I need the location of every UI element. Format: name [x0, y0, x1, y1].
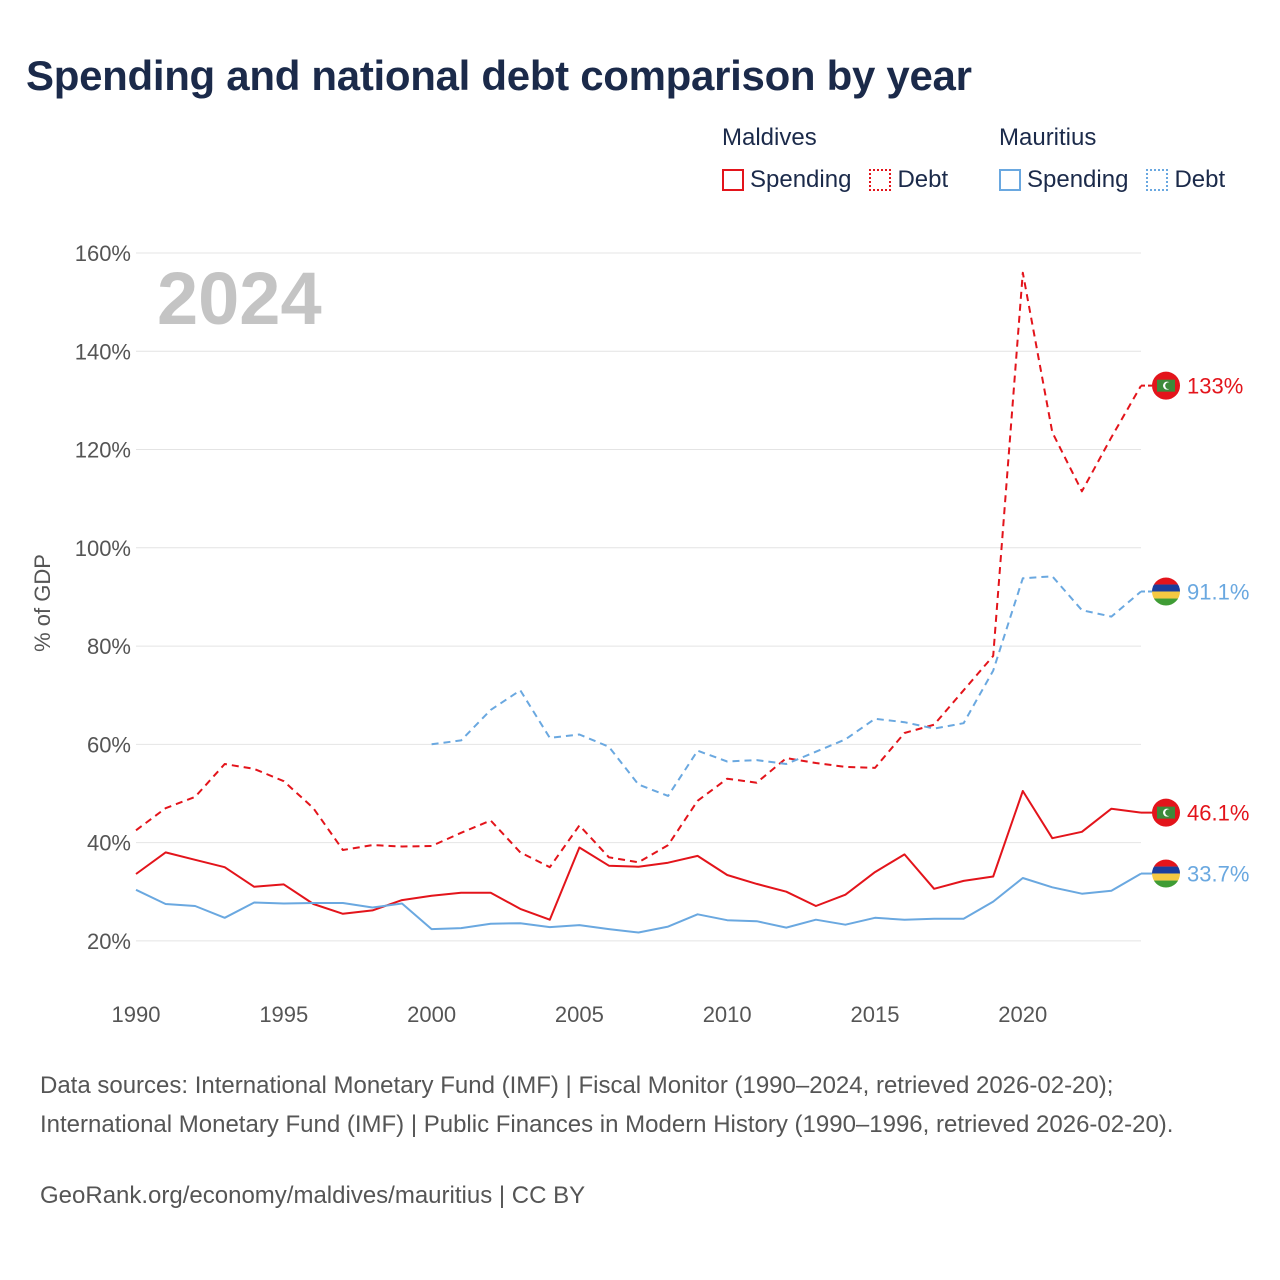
x-tick-label: 2015 [850, 1002, 899, 1027]
legend-swatch-dotted [1146, 169, 1169, 191]
flag-stripe [1152, 598, 1180, 606]
flag-stripe [1152, 866, 1180, 874]
y-axis-label: % of GDP [30, 554, 55, 652]
year-watermark: 2024 [157, 257, 322, 340]
maldives-debt-line [135, 271, 1142, 869]
x-tick-label: 1990 [112, 1002, 161, 1027]
legend-maldives-debt[interactable]: Debt [869, 166, 948, 194]
flag-stripe [1152, 880, 1180, 888]
legend-label: Spending [750, 166, 852, 193]
mauritius-debt-line [431, 575, 1142, 797]
y-tick-label: 100% [75, 536, 131, 561]
legend-swatch-solid [999, 169, 1021, 191]
credit-link[interactable]: GeoRank.org/economy/maldives/mauritius |… [40, 1182, 586, 1209]
legend-label: Debt [1174, 166, 1226, 193]
flag-stripe [1152, 591, 1180, 599]
mauritius-flag-icon [1152, 577, 1180, 606]
flag-stripe [1152, 584, 1180, 592]
y-tick-label: 40% [87, 831, 131, 856]
y-tick-label: 60% [87, 732, 131, 757]
legend-swatch-dotted [869, 169, 892, 191]
flag-stripe [1152, 577, 1180, 585]
legend-swatch-solid [722, 169, 744, 191]
y-tick-label: 20% [87, 929, 131, 954]
y-tick-label: 160% [75, 241, 131, 266]
gridlines [136, 252, 1141, 942]
maldives-flag-icon [1152, 798, 1180, 827]
legend-group-name: Maldives [722, 124, 817, 151]
y-tick-labels: 20% 40% 60% 80% 100% 120% 140% 160% [75, 241, 131, 954]
legend-mauritius-spending[interactable]: Spending [999, 166, 1128, 194]
legend-mauritius-debt[interactable]: Debt [1146, 166, 1225, 194]
y-tick-label: 80% [87, 634, 131, 659]
x-tick-label: 2005 [555, 1002, 604, 1027]
mauritius-debt-end-label: 91.1% [1187, 580, 1249, 605]
line-chart: 2024 % of GDP 20% 40% 60% 80% 100% 120% 140% 16… [30, 241, 1249, 1027]
x-tick-label: 2010 [703, 1002, 752, 1027]
maldives-spending-line [135, 790, 1142, 921]
x-tick-label: 2020 [998, 1002, 1047, 1027]
legend-group-maldives: Maldives Spending Debt [722, 124, 948, 194]
legend-label: Debt [897, 166, 949, 193]
series-lines [135, 271, 1142, 934]
legend-group-name: Mauritius [999, 124, 1097, 151]
flag-stripe [1152, 859, 1180, 867]
mauritius-spending-end-label: 33.7% [1187, 862, 1249, 887]
end-markers: 133% 91.1% 46.1% 33.7% [1141, 371, 1249, 888]
maldives-flag-icon [1152, 371, 1180, 400]
flag-crescent-cut [1165, 809, 1172, 817]
flag-stripe [1152, 873, 1180, 881]
mauritius-flag-icon [1152, 859, 1180, 888]
x-tick-label: 1995 [259, 1002, 308, 1027]
x-tick-label: 2000 [407, 1002, 456, 1027]
maldives-spending-end-label: 46.1% [1187, 801, 1249, 826]
x-tick-labels: 1990 1995 2000 2005 2010 2015 2020 [112, 1002, 1048, 1027]
page-title: Spending and national debt comparison by… [26, 52, 972, 99]
maldives-debt-end-label: 133% [1187, 374, 1243, 399]
legend-group-mauritius: Mauritius Spending Debt [999, 124, 1225, 194]
legend-maldives-spending[interactable]: Spending [722, 166, 851, 194]
flag-crescent-cut [1165, 382, 1172, 390]
y-tick-label: 140% [75, 339, 131, 364]
mauritius-spending-line [135, 872, 1142, 934]
data-sources: Data sources: International Monetary Fun… [40, 1072, 1174, 1138]
legend-label: Spending [1027, 166, 1129, 193]
y-tick-label: 120% [75, 438, 131, 463]
